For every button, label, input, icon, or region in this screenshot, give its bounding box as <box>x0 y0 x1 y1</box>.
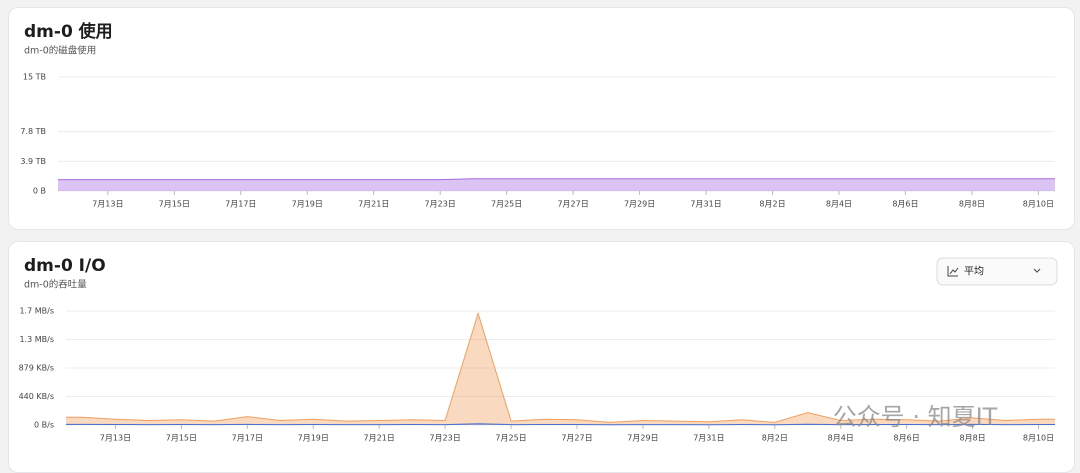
x-tick-label: 8月6日 <box>892 200 918 209</box>
x-tick-label: 7月27日 <box>557 200 588 209</box>
y-tick-label: 15 TB <box>23 73 46 82</box>
y-tick-label: 0 B/s <box>34 421 54 430</box>
x-tick-label: 8月10日 <box>1023 434 1054 443</box>
x-tick-label: 7月21日 <box>364 434 395 443</box>
x-tick-label: 7月23日 <box>425 200 456 209</box>
page: dm-0 使用 dm-0的磁盘使用 dm-0 I/O dm-0的吞吐量 平均 0… <box>8 7 1075 473</box>
x-tick-label: 8月4日 <box>828 434 854 443</box>
x-tick-label: 7月13日 <box>92 200 123 209</box>
card <box>8 7 1075 230</box>
chart-title: dm-0 使用 <box>24 21 113 42</box>
x-tick-label: 7月31日 <box>690 200 721 209</box>
y-tick-label: 1.3 MB/s <box>19 335 54 344</box>
y-tick-label: 1.7 MB/s <box>19 307 54 316</box>
y-tick-label: 7.8 TB <box>20 127 46 136</box>
area <box>58 178 1055 191</box>
dropdown-box[interactable] <box>936 257 1058 286</box>
x-tick-label: 8月10日 <box>1023 200 1054 209</box>
x-tick-label: 7月19日 <box>298 434 329 443</box>
x-tick-label: 7月17日 <box>225 200 256 209</box>
card <box>8 241 1075 473</box>
x-tick-label: 7月21日 <box>358 200 389 209</box>
y-tick-label: 0 B <box>33 187 46 196</box>
x-tick-label: 7月27日 <box>561 434 592 443</box>
chart-title: dm-0 I/O <box>24 256 106 276</box>
x-tick-label: 7月25日 <box>495 434 526 443</box>
y-tick-label: 879 KB/s <box>19 364 54 373</box>
chart-subtitle: dm-0的磁盘使用 <box>24 45 96 57</box>
chevron <box>1033 268 1041 273</box>
x-tick-label: 7月15日 <box>166 434 197 443</box>
x-tick-label: 7月23日 <box>429 434 460 443</box>
x-tick-label: 7月31日 <box>693 434 724 443</box>
x-tick-label: 7月17日 <box>232 434 263 443</box>
x-tick-label: 7月13日 <box>100 434 131 443</box>
dropdown-icon <box>947 266 959 277</box>
y-tick-label: 3.9 TB <box>20 157 46 166</box>
x-tick-label: 7月15日 <box>159 200 190 209</box>
x-tick-label: 7月29日 <box>627 434 658 443</box>
y-tick-label: 440 KB/s <box>19 392 54 401</box>
chart-subtitle: dm-0的吞吐量 <box>24 279 87 291</box>
dropdown[interactable]: 平均 <box>936 257 1058 286</box>
chart: dm-0 使用 dm-0的磁盘使用 dm-0 I/O dm-0的吞吐量 平均 0… <box>19 21 1058 443</box>
x-tick-label: 8月8日 <box>959 434 985 443</box>
x-tick-label: 8月2日 <box>759 200 785 209</box>
x-tick-label: 7月25日 <box>491 200 522 209</box>
x-tick-label: 8月8日 <box>959 200 985 209</box>
line <box>66 311 1055 423</box>
line <box>66 423 1055 426</box>
line <box>58 178 1055 181</box>
x-tick-label: 8月2日 <box>762 434 788 443</box>
dropdown-label[interactable]: 平均 <box>964 266 984 278</box>
x-tick-label: 7月29日 <box>624 200 655 209</box>
x-tick-label: 8月6日 <box>894 434 920 443</box>
x-tick-label: 7月19日 <box>292 200 323 209</box>
x-tick-label: 8月4日 <box>826 200 852 209</box>
watermark: 公众号 · 知夏IT <box>833 403 998 431</box>
